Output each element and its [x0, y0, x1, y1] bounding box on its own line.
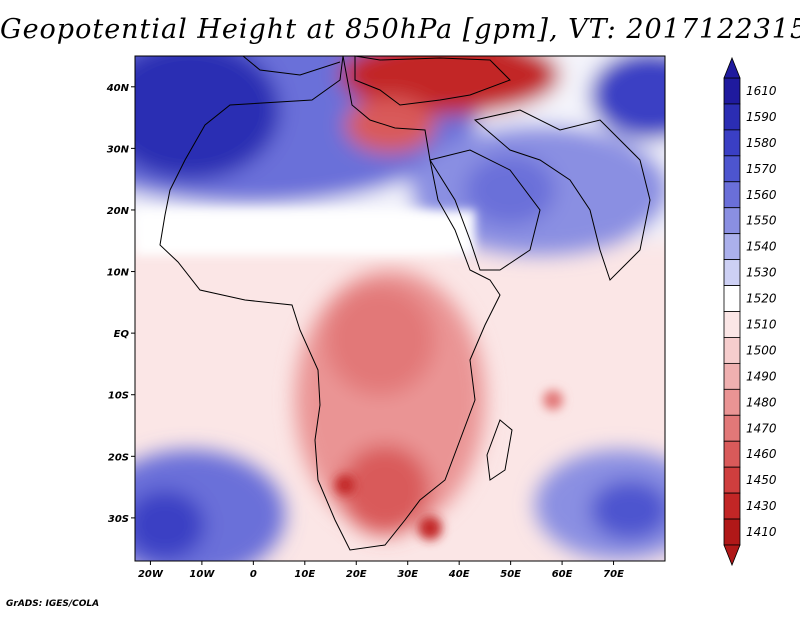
- colorbar-swatch: [723, 492, 741, 520]
- colorbar-label: 1410: [746, 525, 777, 539]
- lat-tick-label: 20S: [108, 452, 129, 463]
- colorbar-swatch: [723, 311, 741, 338]
- colorbar-label: 1570: [746, 162, 777, 176]
- colorbar-label: 1460: [746, 447, 777, 461]
- lon-tick-label: 10W: [189, 569, 215, 580]
- map-title: Geopotential Height at 850hPa [gpm], VT:…: [0, 14, 800, 45]
- lon-tick-label: 20W: [138, 569, 164, 580]
- colorbar-swatch: [723, 285, 741, 312]
- lon-tick-label: 60E: [552, 569, 573, 580]
- colorbar-label: 1450: [746, 473, 777, 487]
- colorbar-label: 1560: [746, 188, 777, 202]
- lon-tick-label: 0: [250, 569, 257, 580]
- map-frame: [134, 55, 666, 562]
- colorbar-swatch: [723, 155, 741, 183]
- colorbar-top-arrow: [723, 56, 741, 79]
- colorbar-label: 1490: [746, 369, 777, 383]
- colorbar-label: 1580: [746, 136, 777, 150]
- lat-tick-label: 10N: [107, 268, 130, 279]
- colorbar-label: 1470: [746, 421, 777, 435]
- colorbar-swatch: [723, 466, 741, 494]
- lon-tick-label: 10E: [294, 569, 315, 580]
- longitude-axis: 20W 10W 0 10E 20E 30E 40E 50E 60E 70E: [138, 561, 624, 580]
- lon-tick-label: 20E: [346, 569, 367, 580]
- colorbar-swatch: [723, 77, 741, 105]
- colorbar-swatch: [723, 259, 741, 286]
- lat-tick-label: 30S: [108, 514, 129, 525]
- latitude-axis: 40N 30N 20N 10N EQ 10S 20S 30S: [106, 83, 135, 525]
- colorbar-swatch: [723, 103, 741, 131]
- colorbar-label: 1430: [746, 499, 777, 513]
- coastlines: [159, 55, 651, 551]
- colorbar-swatch: [723, 129, 741, 157]
- lat-tick-label: 20N: [107, 206, 130, 217]
- lat-tick-label: 30N: [107, 144, 130, 155]
- colorbar-swatch: [723, 181, 741, 209]
- colorbar-label: 1510: [746, 317, 777, 331]
- colorbar-label: 1530: [746, 266, 777, 280]
- lon-tick-label: 70E: [603, 569, 624, 580]
- colorbar-label: 1540: [746, 240, 777, 254]
- credit-text: GrADS: IGES/COLA: [6, 599, 100, 609]
- colorbar-bottom-arrow: [723, 544, 741, 567]
- colorbar-label: 1610: [746, 84, 777, 98]
- colorbar-swatch: [723, 440, 741, 468]
- colorbar-swatch: [723, 362, 741, 390]
- colorbar-swatch: [723, 388, 741, 416]
- lon-tick-label: 30E: [397, 569, 418, 580]
- colorbar-swatch: [723, 414, 741, 442]
- lat-tick-label: EQ: [114, 329, 130, 340]
- colorbar-swatch: [723, 518, 741, 546]
- colorbar-swatch: [723, 337, 741, 364]
- colorbar-label: 1550: [746, 214, 777, 228]
- colorbar: 1610 1590 1580 1570 1560 1550 1540 1530 1520 1510…: [723, 56, 777, 567]
- height-field: [135, 56, 665, 561]
- colorbar-label: 1480: [746, 395, 777, 409]
- lon-tick-label: 40E: [448, 569, 470, 580]
- lon-tick-label: 50E: [500, 569, 521, 580]
- colorbar-label: 1590: [746, 110, 777, 124]
- lat-tick-label: 40N: [106, 83, 130, 94]
- colorbar-swatch: [723, 207, 741, 235]
- colorbar-label: 1520: [746, 292, 777, 306]
- colorbar-label: 1500: [746, 343, 777, 357]
- colorbar-swatch: [723, 233, 741, 261]
- lat-tick-label: 10S: [108, 391, 129, 402]
